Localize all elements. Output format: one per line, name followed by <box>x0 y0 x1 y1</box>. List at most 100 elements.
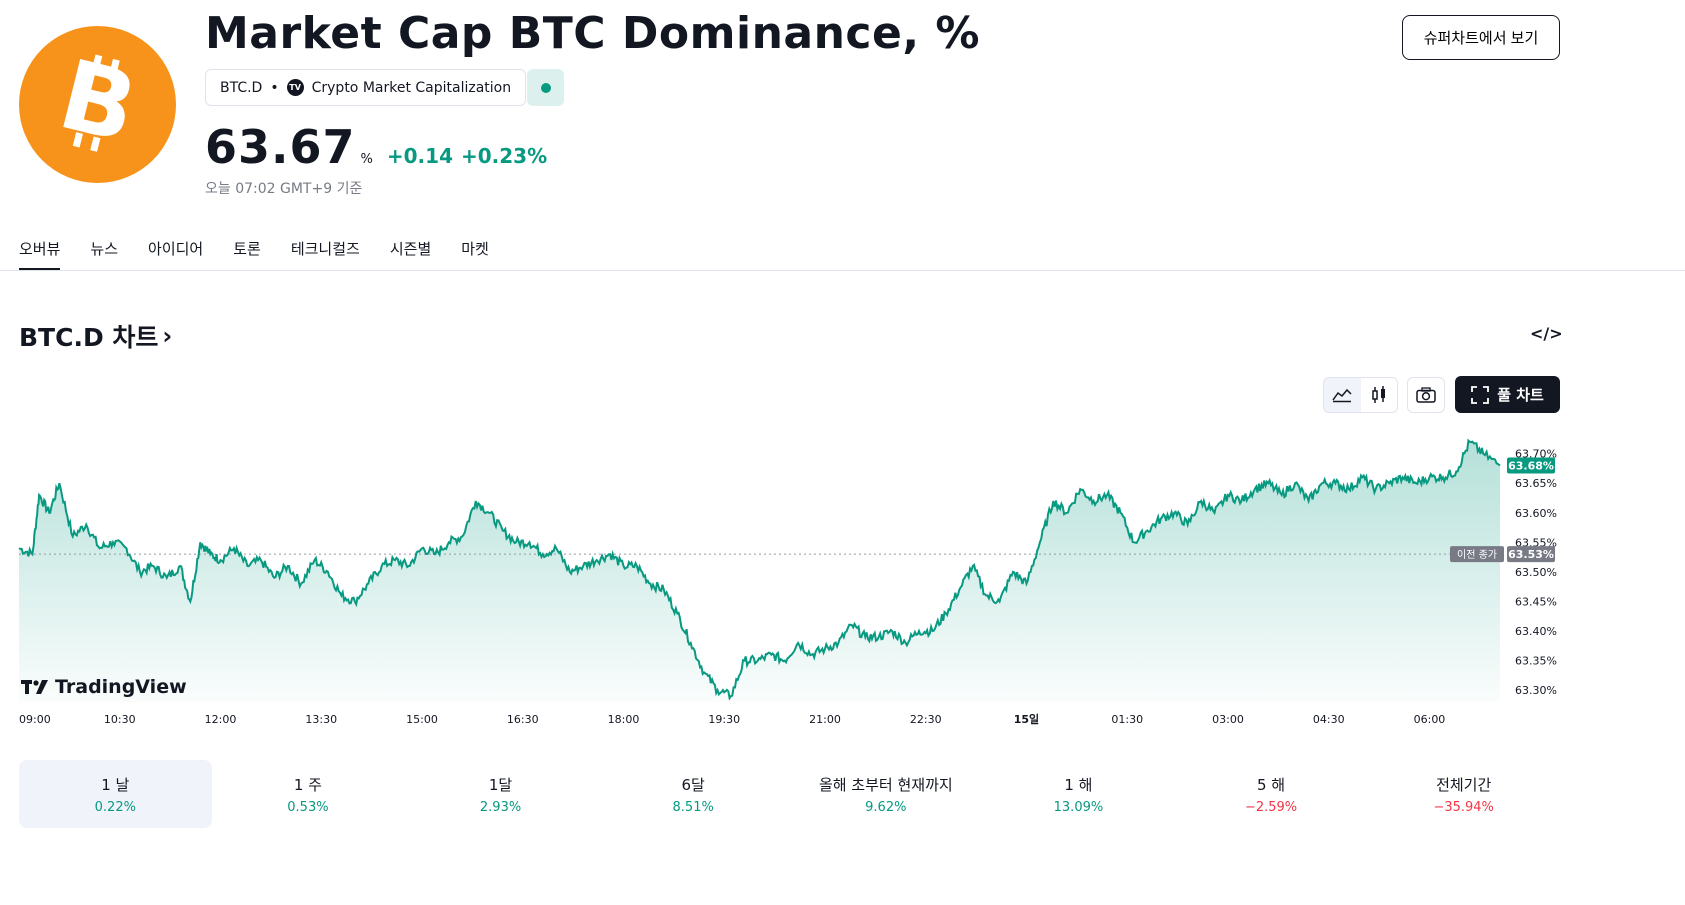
y-tick-label: 63.65% <box>1515 477 1557 490</box>
period-ytd[interactable]: 올해 초부터 현재까지 9.62% <box>790 760 983 828</box>
candle-chart-button[interactable] <box>1361 378 1398 412</box>
period-6m[interactable]: 6달 8.51% <box>597 760 790 828</box>
last-price-label: 63.68% <box>1508 459 1554 472</box>
period-all[interactable]: 전체기간 −35.94% <box>1367 760 1560 828</box>
chart-area-fill <box>19 440 1500 702</box>
y-tick-label: 63.30% <box>1515 684 1557 697</box>
x-tick-label: 18:00 <box>608 713 640 726</box>
x-tick-label: 15일 <box>1014 712 1039 726</box>
y-tick-label: 63.55% <box>1515 536 1557 549</box>
period-1d[interactable]: 1 날 0.22% <box>19 760 212 828</box>
change-percent: +0.23% <box>460 144 548 168</box>
x-tick-label: 06:00 <box>1414 713 1446 726</box>
y-tick-label: 63.60% <box>1515 507 1557 520</box>
prev-close-tag <box>1450 546 1504 563</box>
x-tick-label: 03:00 <box>1212 713 1244 726</box>
period-1m[interactable]: 1달 2.93% <box>404 760 597 828</box>
period-value: 0.53% <box>287 799 329 815</box>
camera-icon <box>1416 387 1436 403</box>
period-label: 6달 <box>681 775 705 794</box>
full-chart-button[interactable]: 풀 차트 <box>1455 376 1560 413</box>
price-labels: 63.68% 이전 종가 63.53% <box>1450 457 1555 563</box>
period-value: 0.22% <box>94 799 136 815</box>
period-value: 2.93% <box>479 799 522 815</box>
period-value: 13.09% <box>1053 799 1104 815</box>
y-tick-label: 63.45% <box>1515 595 1557 608</box>
area-chart-icon <box>1332 388 1352 403</box>
period-value: 8.51% <box>672 799 714 815</box>
x-tick-label: 19:30 <box>708 713 740 726</box>
price-unit: % <box>360 152 373 167</box>
price-row: 63.67 % +0.14 +0.23% <box>205 120 555 174</box>
status-dot-icon <box>540 82 551 93</box>
x-tick-label: 01:30 <box>1111 713 1143 726</box>
chart-series-line <box>18 438 1501 701</box>
x-tick-label: 04:30 <box>1313 713 1345 726</box>
tab-bar: 오버뷰 뉴스 아이디어 토론 테크니컬즈 시즌별 마켓 <box>19 238 489 271</box>
period-label: 1 날 <box>101 775 130 794</box>
period-label: 전체기간 <box>1436 775 1492 794</box>
bitcoin-symbol-icon: B <box>49 38 147 164</box>
embed-code-icon[interactable]: </> <box>1530 324 1563 343</box>
x-tick-label: 12:00 <box>205 713 237 726</box>
period-1y[interactable]: 1 해 13.09% <box>982 760 1175 828</box>
period-label: 1 주 <box>293 775 322 794</box>
x-tick-label: 13:30 <box>305 713 337 726</box>
chart-type-toggle <box>1323 377 1398 413</box>
tradingview-watermark[interactable]: TradingView <box>21 676 187 698</box>
tradingview-mini-icon: TV <box>286 79 304 96</box>
x-tick-label: 10:30 <box>104 713 136 726</box>
tab-markets[interactable]: 마켓 <box>461 240 489 258</box>
full-chart-label: 풀 차트 <box>1497 386 1544 404</box>
period-label: 1 해 <box>1064 775 1093 794</box>
bitcoin-logo-icon: B <box>19 26 176 183</box>
tradingview-logo-icon <box>21 680 48 694</box>
chart-section-title-text: BTC.D 차트 <box>19 323 159 352</box>
x-tick-label: 09:00 <box>19 713 51 726</box>
tab-ideas[interactable]: 아이디어 <box>148 240 204 258</box>
period-performance-bar: 1 날 0.22% 1 주 0.53% 1달 2.93% 6달 8.51% 올해… <box>19 760 1560 828</box>
y-axis: 63.30% 63.35% 63.40% 63.45% 63.50% 63.55% 63.6… <box>1515 448 1557 698</box>
symbol-pill[interactable]: BTC.D • TV Crypto Market Capitalization <box>205 69 527 106</box>
x-tick-label: 16:30 <box>507 713 539 726</box>
period-5y[interactable]: 5 해 −2.59% <box>1175 760 1368 828</box>
watermark-text: TradingView <box>55 676 187 698</box>
x-axis: 09:00 10:30 12:00 13:30 15:00 16:30 18:00 19:30… <box>19 712 1445 726</box>
change-absolute: +0.14 <box>386 144 453 168</box>
symbol-ticker: BTC.D <box>220 79 263 96</box>
separator-dot: • <box>270 79 279 96</box>
period-value: −2.59% <box>1244 799 1298 815</box>
chevron-right-icon: › <box>162 322 173 350</box>
tab-news[interactable]: 뉴스 <box>90 240 119 258</box>
candlestick-icon <box>1372 386 1385 403</box>
tab-overview[interactable]: 오버뷰 <box>19 238 61 271</box>
prev-close-value: 63.53% <box>1508 548 1554 561</box>
area-chart-button[interactable] <box>1324 378 1361 412</box>
period-label: 올해 초부터 현재까지 <box>818 775 953 794</box>
last-price-badge <box>1507 457 1555 474</box>
y-tick-label: 63.70% <box>1515 448 1557 461</box>
fullscreen-icon <box>1471 385 1490 404</box>
prev-close-badge <box>1507 546 1555 563</box>
x-tick-label: 21:00 <box>809 713 841 726</box>
x-tick-label: 22:30 <box>910 713 942 726</box>
y-tick-label: 63.50% <box>1515 566 1557 579</box>
tab-seasonals[interactable]: 시즌별 <box>389 240 432 258</box>
prev-close-tag-text: 이전 종가 <box>1457 549 1497 561</box>
period-value: 9.62% <box>865 799 907 815</box>
period-1w[interactable]: 1 주 0.53% <box>212 760 405 828</box>
open-supercharts-button[interactable]: 슈퍼차트에서 보기 <box>1402 15 1560 60</box>
price-chart[interactable]: 63.30%63.35%63.40%63.45%63.50%63.55%63.6… <box>0 420 1685 740</box>
y-tick-label: 63.35% <box>1515 655 1557 668</box>
period-label: 5 해 <box>1257 775 1286 794</box>
page-title: Market Cap BTC Dominance, % <box>205 8 980 59</box>
tab-technicals[interactable]: 테크니컬즈 <box>290 240 360 258</box>
x-tick-label: 15:00 <box>406 713 438 726</box>
current-price: 63.67 <box>205 120 356 174</box>
chart-section-title[interactable]: BTC.D 차트 › <box>19 318 172 354</box>
market-status-badge[interactable] <box>527 69 564 106</box>
tab-divider <box>0 270 1685 271</box>
snapshot-button[interactable] <box>1407 377 1445 413</box>
period-value: −35.94% <box>1433 799 1494 815</box>
tab-discussion[interactable]: 토론 <box>233 240 261 258</box>
